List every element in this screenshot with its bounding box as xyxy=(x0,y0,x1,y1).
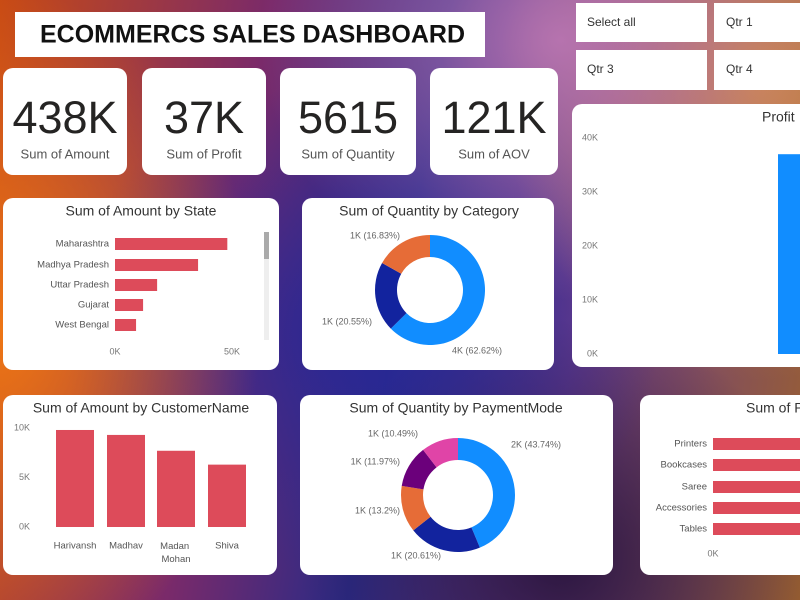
bar xyxy=(713,502,800,514)
chart-title: Sum of Quantity by PaymentMode xyxy=(349,400,562,416)
dashboard-title: ECOMMERCS SALES DASHBOARD xyxy=(40,21,465,49)
chart-title: Sum of P xyxy=(746,400,800,416)
y-tick-label: Uttar Pradesh xyxy=(50,280,109,291)
x-tick-label: 0K xyxy=(109,346,120,356)
kpi-label: Sum of AOV xyxy=(458,146,530,161)
data-label: 1K (11.97%) xyxy=(351,456,400,466)
bar xyxy=(713,523,800,535)
y-tick-label: 10K xyxy=(582,294,598,304)
x-tick-label: Harivansh xyxy=(54,541,97,552)
y-tick-label: West Bengal xyxy=(55,320,109,331)
bar xyxy=(107,434,145,527)
y-tick-label: Tables xyxy=(680,524,708,535)
x-tick-label: 50K xyxy=(224,346,240,356)
bar xyxy=(115,299,144,311)
bar xyxy=(208,464,246,527)
slicer-button[interactable] xyxy=(714,50,800,90)
slicer-button[interactable] xyxy=(576,3,707,42)
chart-title: Profit xyxy=(762,109,795,125)
kpi-card xyxy=(430,68,558,175)
slicer-label[interactable]: Qtr 4 xyxy=(726,62,753,76)
donut-segment xyxy=(458,438,515,548)
scrollbar-track xyxy=(264,232,269,340)
x-tick-label: 0K xyxy=(707,548,718,558)
y-tick-label: Saree xyxy=(682,482,707,493)
title-box xyxy=(15,12,485,57)
x-tick-label: Madan Mohan xyxy=(160,541,192,565)
data-label: 1K (10.49%) xyxy=(368,428,418,438)
bar xyxy=(56,429,94,527)
bar xyxy=(115,279,158,291)
bar xyxy=(713,459,800,471)
y-tick-label: Gujarat xyxy=(78,300,110,311)
bar xyxy=(778,154,800,354)
kpi-card xyxy=(280,68,416,175)
donut-segment xyxy=(382,235,430,274)
kpi-value: 438K xyxy=(12,92,117,143)
kpi-value: 37K xyxy=(164,92,244,143)
bar xyxy=(115,259,199,271)
slicer-label[interactable]: Qtr 1 xyxy=(726,15,753,29)
y-tick-label: Bookcases xyxy=(661,460,708,471)
data-label: 1K (16.83%) xyxy=(350,230,400,240)
bar xyxy=(157,450,195,527)
chart-card xyxy=(572,104,800,367)
kpi-card xyxy=(3,68,127,175)
kpi-label: Sum of Amount xyxy=(21,146,110,161)
y-tick-label: 0K xyxy=(587,348,598,358)
kpi-card xyxy=(142,68,266,175)
x-tick-label: Madhav xyxy=(109,541,143,552)
donut-segment xyxy=(423,438,458,468)
y-tick-label: 20K xyxy=(582,240,598,250)
y-tick-label: 5K xyxy=(19,472,30,482)
chart-title: Sum of Quantity by Category xyxy=(339,203,519,219)
chart-title: Sum of Amount by State xyxy=(66,203,217,219)
kpi-value: 5615 xyxy=(298,92,398,143)
bar xyxy=(713,481,800,493)
scrollbar-thumb xyxy=(264,232,269,259)
slicer-button[interactable] xyxy=(714,3,800,42)
y-tick-label: Accessories xyxy=(656,503,707,514)
y-tick-label: 10K xyxy=(14,422,30,432)
y-tick-label: 30K xyxy=(582,186,598,196)
donut-segment xyxy=(401,485,431,531)
slicer-label[interactable]: Qtr 3 xyxy=(587,62,614,76)
data-label: 1K (13.2%) xyxy=(355,505,400,515)
bar xyxy=(115,319,137,331)
y-tick-label: 40K xyxy=(582,132,598,142)
y-tick-label: Printers xyxy=(674,439,707,450)
chart-title: Sum of Amount by CustomerName xyxy=(33,400,250,416)
slicer-label[interactable]: Select all xyxy=(587,15,636,29)
y-tick-label: Madhya Pradesh xyxy=(37,260,109,271)
kpi-value: 121K xyxy=(441,92,546,143)
bar xyxy=(713,438,800,450)
data-label: 2K (43.74%) xyxy=(511,439,561,449)
chart-card xyxy=(302,198,554,370)
kpi-label: Sum of Quantity xyxy=(301,146,395,161)
y-tick-label: Maharashtra xyxy=(56,239,110,250)
data-label: 1K (20.55%) xyxy=(322,316,372,326)
data-label: 4K (62.62%) xyxy=(452,345,502,355)
x-tick-label: Shiva xyxy=(215,541,239,552)
kpi-label: Sum of Profit xyxy=(166,146,242,161)
donut-segment xyxy=(401,449,437,490)
donut-segment xyxy=(375,262,407,329)
chart-card xyxy=(300,395,613,575)
bar xyxy=(115,238,228,250)
slicer-button[interactable] xyxy=(576,50,707,90)
donut-segment xyxy=(413,516,480,552)
donut-segment xyxy=(390,235,485,345)
y-tick-label: 0K xyxy=(19,521,30,531)
data-label: 1K (20.61%) xyxy=(391,550,441,560)
